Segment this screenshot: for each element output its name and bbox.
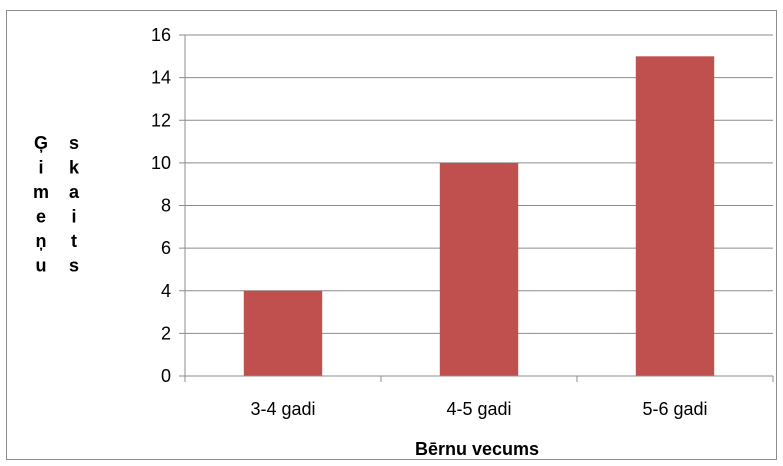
x-tick-label: 5-6 gadi [642,399,707,419]
label-layer: 0 2 4 6 8 10 12 14 16 3-4 gadi 4-5 gadi 5-6 gadi Bēr… [33,25,708,459]
x-tick-label: 3-4 gadi [250,399,315,419]
y-axis-title-letter: Ģ [34,133,48,153]
y-tick-label: 0 [161,366,171,386]
y-axis-title-letter: k [69,158,80,178]
y-axis-title-letter: e [36,207,46,227]
y-tick-label: 2 [161,323,171,343]
y-axis-title-letter: t [71,231,77,251]
y-tick-label: 6 [161,238,171,258]
y-axis-title-letter: s [69,133,79,153]
y-axis-title-letter: u [36,256,47,276]
y-tick-label: 16 [151,25,171,45]
bar [636,56,714,376]
x-axis-title: Bērnu vecums [415,439,539,459]
y-axis-title-letter: i [38,158,43,178]
x-tick-label: 4-5 gadi [446,399,511,419]
y-tick-label: 14 [151,68,171,88]
y-axis-title-letter: ņ [36,231,47,251]
y-tick-label: 4 [161,281,171,301]
y-axis-title-letter: a [69,182,80,202]
y-tick-label: 12 [151,110,171,130]
y-axis-title-letter: i [71,207,76,227]
y-axis-title-letter: m [33,182,49,202]
y-axis-title-letter: s [69,256,79,276]
y-tick-label: 10 [151,153,171,173]
bars-layer [244,56,714,376]
bar [244,291,322,376]
y-tick-label: 8 [161,196,171,216]
bar [440,163,518,376]
